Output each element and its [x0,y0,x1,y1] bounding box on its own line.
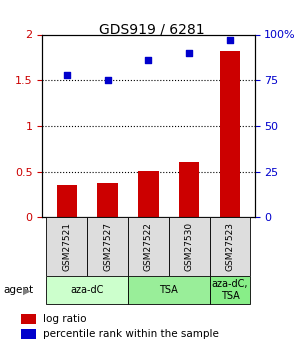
Point [65,72,69,78]
FancyBboxPatch shape [169,217,210,276]
Text: GSM27523: GSM27523 [225,222,235,271]
Bar [179,162,199,217]
Bar [138,171,159,217]
FancyBboxPatch shape [128,217,169,276]
Text: percentile rank within the sample: percentile rank within the sample [43,329,219,339]
FancyBboxPatch shape [87,217,128,276]
Text: GDS919 / 6281: GDS919 / 6281 [99,22,204,37]
Text: GSM27521: GSM27521 [62,222,72,271]
Bar [57,185,77,217]
Text: GSM27522: GSM27522 [144,222,153,271]
Text: aza-dC,
TSA: aza-dC, TSA [212,279,248,300]
FancyBboxPatch shape [46,276,128,304]
Text: GSM27530: GSM27530 [185,222,194,271]
Text: TSA: TSA [159,285,178,295]
Bar [21,329,36,339]
Point [228,37,232,43]
Text: agent: agent [3,286,33,295]
Point [187,50,192,56]
Bar [220,51,240,217]
Point [105,77,110,83]
Text: log ratio: log ratio [43,314,87,324]
Text: ▶: ▶ [23,286,30,295]
Point [146,57,151,63]
Bar [21,314,36,324]
FancyBboxPatch shape [128,276,210,304]
Bar [98,183,118,217]
FancyBboxPatch shape [210,276,251,304]
FancyBboxPatch shape [210,217,251,276]
Text: aza-dC: aza-dC [71,285,104,295]
Text: GSM27527: GSM27527 [103,222,112,271]
FancyBboxPatch shape [46,217,87,276]
